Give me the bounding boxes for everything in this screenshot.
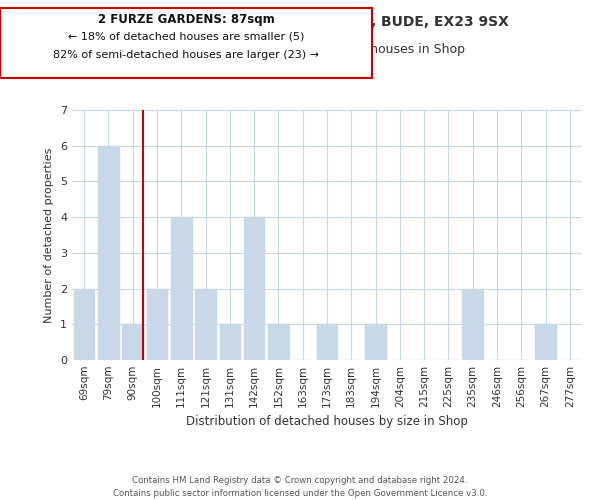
X-axis label: Distribution of detached houses by size in Shop: Distribution of detached houses by size …	[186, 416, 468, 428]
Bar	[74, 288, 94, 360]
Bar	[146, 288, 167, 360]
Text: ← 18% of detached houses are smaller (5): ← 18% of detached houses are smaller (5)	[68, 32, 304, 42]
Bar	[317, 324, 337, 360]
Bar	[171, 217, 191, 360]
Bar	[365, 324, 386, 360]
Bar	[122, 324, 143, 360]
Bar	[220, 324, 240, 360]
Text: 2, FURZE GARDENS, MORWENSTOW, BUDE, EX23 9SX: 2, FURZE GARDENS, MORWENSTOW, BUDE, EX23…	[91, 15, 509, 29]
Text: 82% of semi-detached houses are larger (23) →: 82% of semi-detached houses are larger (…	[53, 50, 319, 60]
Text: Contains HM Land Registry data © Crown copyright and database right 2024.
Contai: Contains HM Land Registry data © Crown c…	[113, 476, 487, 498]
Bar	[463, 288, 483, 360]
Bar	[195, 288, 216, 360]
Text: 2 FURZE GARDENS: 87sqm: 2 FURZE GARDENS: 87sqm	[98, 12, 274, 26]
Text: Size of property relative to detached houses in Shop: Size of property relative to detached ho…	[136, 42, 464, 56]
Bar	[535, 324, 556, 360]
Bar	[244, 217, 265, 360]
Bar	[268, 324, 289, 360]
Bar	[98, 146, 119, 360]
Y-axis label: Number of detached properties: Number of detached properties	[44, 148, 55, 322]
